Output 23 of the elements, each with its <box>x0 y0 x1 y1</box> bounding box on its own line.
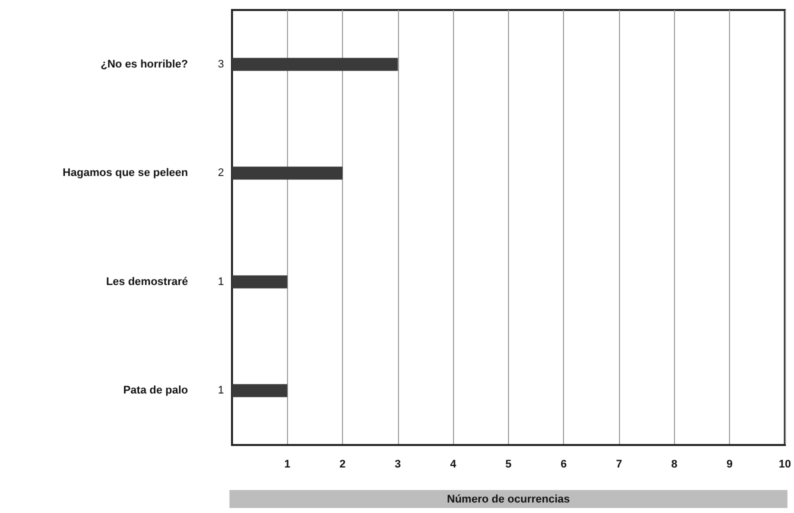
x-tick-label: 10 <box>778 458 792 470</box>
y-tick-label: Les demostraré <box>106 276 188 288</box>
x-tick-label: 6 <box>560 458 567 470</box>
x-tick-label: 4 <box>450 458 458 470</box>
bar <box>232 275 288 288</box>
x-tick-label: 2 <box>340 458 346 470</box>
data-label: 3 <box>218 58 224 70</box>
y-tick-label: Hagamos que se peleen <box>62 167 188 180</box>
data-label: 1 <box>218 384 224 397</box>
y-tick-label: Pata de palo <box>123 384 188 397</box>
data-label: 1 <box>218 276 224 288</box>
x-tick-label: 7 <box>616 458 622 470</box>
x-tick-label: 3 <box>394 458 401 470</box>
x-tick-label: 9 <box>726 458 733 470</box>
x-tick-label: 5 <box>505 458 512 470</box>
x-axis-title: Número de ocurrencias <box>447 494 570 506</box>
bar <box>232 58 398 71</box>
y-tick-label: ¿No es horrible? <box>100 58 188 70</box>
x-tick-label: 8 <box>671 458 678 470</box>
x-tick-label: 1 <box>284 458 290 470</box>
bar <box>232 384 288 398</box>
data-label: 2 <box>218 167 224 180</box>
bar <box>232 166 343 180</box>
